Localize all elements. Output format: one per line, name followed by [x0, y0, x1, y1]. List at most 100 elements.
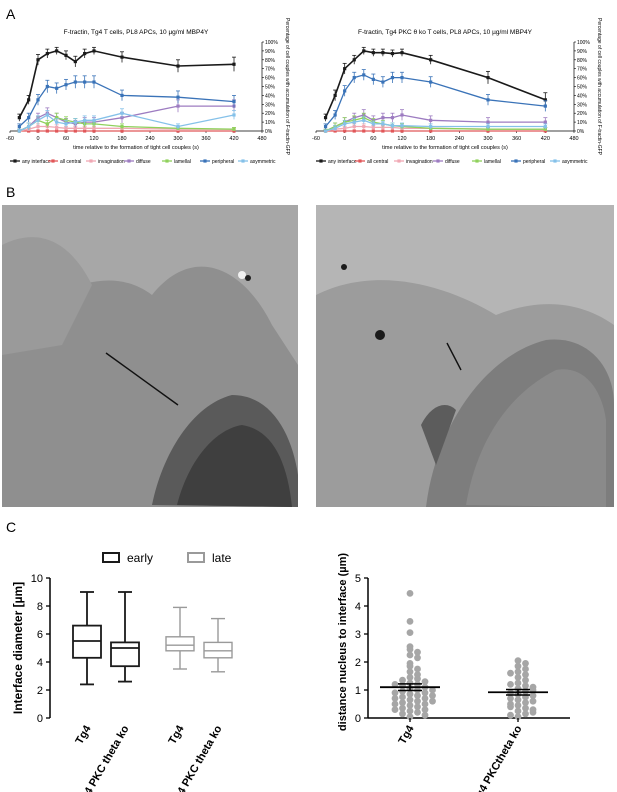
data-point [352, 58, 356, 62]
legend-marker [475, 159, 479, 163]
x-tick-label: 240 [145, 136, 154, 142]
data-point [362, 49, 366, 53]
y-tick-label: 60% [577, 76, 588, 82]
data-point [486, 120, 490, 124]
data-point [400, 76, 404, 80]
data-point [92, 49, 96, 53]
data-point [507, 711, 514, 719]
data-point [406, 651, 414, 659]
y-tick-label: 20% [265, 111, 276, 117]
data-point [514, 679, 522, 687]
legend-label: any interface [328, 159, 357, 165]
legend-label: invagination [406, 159, 433, 165]
data-point [323, 129, 328, 133]
data-point [83, 126, 87, 130]
y-tick-label: 80% [265, 58, 276, 64]
data-point [83, 51, 87, 56]
data-point [421, 689, 429, 697]
x-axis-label: time relative to the formation of tight … [382, 145, 508, 151]
data-point [371, 125, 375, 130]
data-point [92, 80, 96, 84]
x-category-label: Tg4 [73, 723, 94, 747]
x-tick-label: 60 [370, 136, 376, 142]
x-tick-label: -60 [312, 136, 320, 142]
data-point [45, 51, 49, 56]
data-point [414, 648, 421, 656]
data-point [514, 713, 522, 720]
data-point [352, 76, 356, 80]
data-point [522, 704, 529, 712]
data-point [421, 700, 429, 708]
data-point [27, 116, 31, 120]
data-point [390, 124, 395, 128]
data-point [507, 703, 514, 711]
data-point [333, 113, 337, 117]
legend-label: all central [367, 159, 388, 165]
data-point [83, 129, 87, 133]
data-point [17, 116, 21, 120]
data-point [486, 76, 490, 80]
electron-micrograph-left [2, 205, 298, 507]
y-axis-label: distance nucleus to interface (µm) [337, 553, 349, 731]
y-tick-label: 90% [265, 49, 276, 55]
x-category-label: Tg4 [396, 723, 417, 747]
data-point [36, 129, 40, 133]
box [165, 636, 195, 652]
data-point [120, 124, 124, 129]
data-point [406, 618, 414, 625]
x-tick-label: 420 [229, 136, 238, 142]
legend-label: late [212, 551, 232, 565]
x-tick-label: 60 [63, 136, 69, 142]
data-point [362, 124, 366, 129]
y-tick-label: 100% [577, 40, 590, 46]
data-point [120, 93, 124, 97]
micrograph-right-image [316, 205, 614, 507]
data-point [45, 129, 49, 133]
legend-label: any interface [22, 159, 51, 165]
data-point [522, 676, 529, 684]
data-point [55, 86, 59, 90]
x-category-label: Tg4 PKCtheta ko [470, 723, 525, 792]
data-point [429, 124, 433, 129]
legend-marker [89, 159, 93, 163]
data-point [429, 692, 436, 699]
legend-marker [165, 159, 169, 163]
data-point [429, 80, 433, 84]
data-point [45, 84, 49, 89]
legend-marker [514, 159, 518, 163]
data-point [381, 129, 385, 133]
data-point [343, 89, 347, 93]
y-tick-label: 8 [37, 601, 43, 613]
data-point [232, 113, 236, 117]
data-point [371, 77, 375, 81]
panel-letter-b: B [6, 184, 16, 200]
legend-marker [553, 159, 557, 163]
data-point [429, 686, 436, 694]
legend-label: asymmetric [562, 159, 588, 165]
x-tick-label: 240 [455, 136, 464, 142]
data-point [371, 51, 375, 55]
data-point [362, 73, 366, 77]
x-tick-label: 120 [397, 136, 406, 142]
legend-label: asymmetric [250, 159, 276, 165]
data-point [371, 122, 375, 126]
y-tick-label: 1 [355, 685, 361, 697]
data-point [333, 93, 337, 97]
data-point [406, 696, 414, 704]
y-tick-label: 10 [31, 573, 43, 585]
data-point [522, 682, 529, 690]
data-point [429, 58, 433, 62]
legend-label: peripheral [212, 159, 234, 165]
y-axis-label: Percentage of cell couples with accumula… [596, 18, 602, 156]
data-point [371, 129, 375, 133]
data-point [399, 676, 406, 684]
data-point [514, 668, 522, 676]
y-tick-label: 0% [577, 129, 585, 135]
data-point [543, 104, 547, 108]
y-tick-label: 3 [355, 629, 361, 641]
data-point [83, 118, 87, 122]
legend-marker [436, 159, 440, 163]
data-point [352, 129, 356, 133]
data-point [120, 111, 124, 115]
y-tick-label: 40% [577, 93, 588, 99]
